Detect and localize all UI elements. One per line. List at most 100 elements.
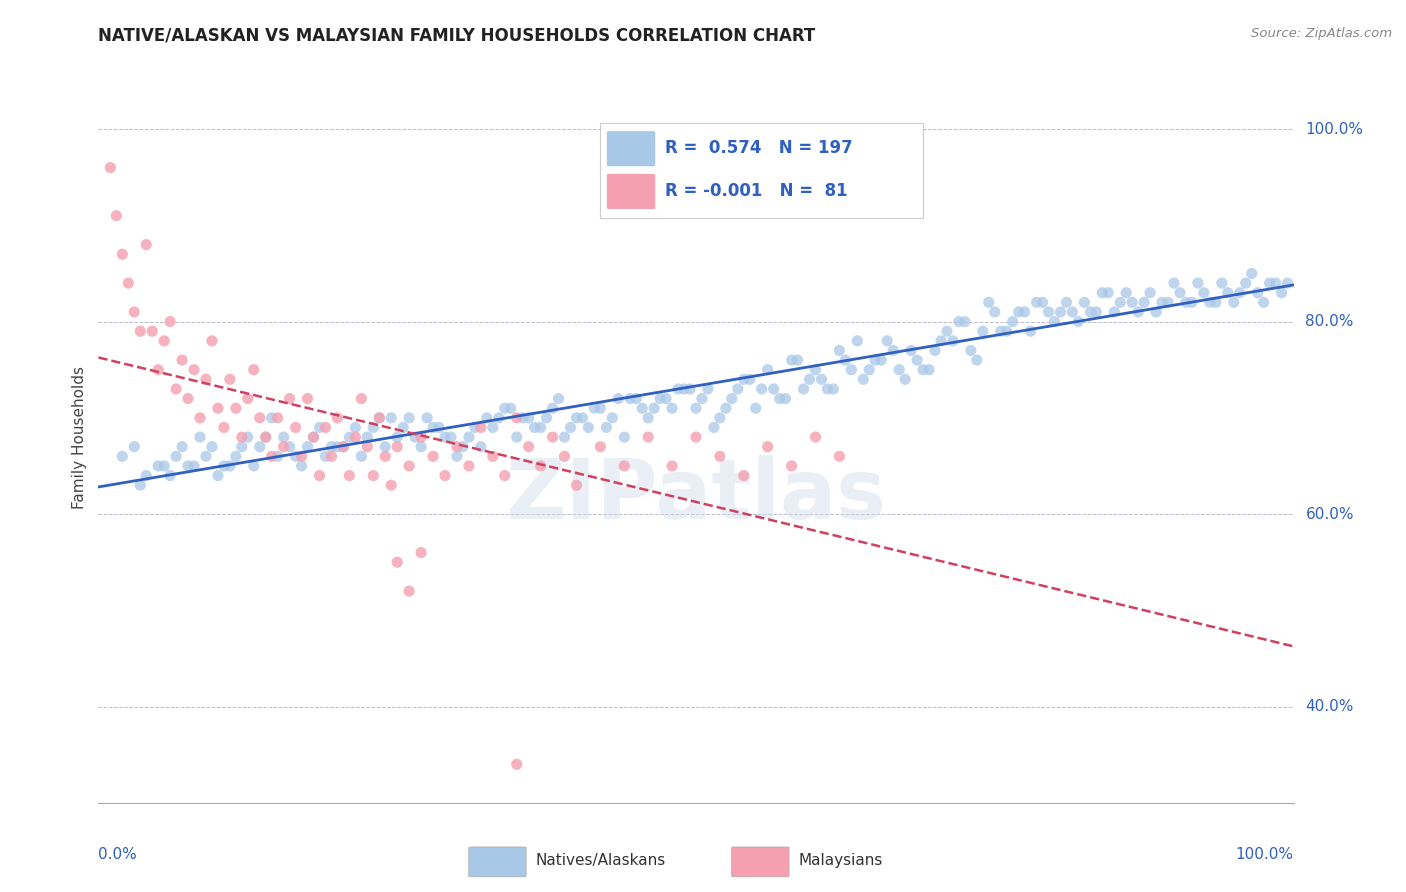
Point [337, 430, 360, 444]
Point [512, 410, 534, 425]
Text: Source: ZipAtlas.com: Source: ZipAtlas.com [1251, 27, 1392, 40]
Point [685, 430, 707, 444]
Point [398, 584, 420, 599]
Point [1198, 295, 1220, 310]
Point [124, 305, 146, 319]
Point [600, 410, 623, 425]
Point [1121, 295, 1143, 310]
Point [1025, 295, 1047, 310]
Point [1032, 295, 1054, 310]
Point [297, 392, 319, 406]
Point [804, 362, 827, 376]
Point [733, 468, 755, 483]
Point [332, 440, 354, 454]
Point [1128, 305, 1150, 319]
Point [225, 401, 247, 416]
Point [1175, 295, 1198, 310]
Point [697, 382, 720, 396]
Point [506, 757, 529, 772]
Point [111, 450, 134, 464]
Point [225, 450, 247, 464]
Point [273, 440, 295, 454]
Point [576, 420, 599, 434]
Point [212, 420, 235, 434]
Point [690, 392, 713, 406]
Point [839, 362, 862, 376]
Point [422, 420, 444, 434]
Point [242, 362, 264, 376]
Point [398, 458, 420, 473]
Point [751, 382, 773, 396]
Point [1144, 305, 1167, 319]
Point [1049, 305, 1071, 319]
Point [1102, 305, 1125, 319]
Point [1163, 276, 1185, 290]
Point [1054, 295, 1078, 310]
Point [977, 295, 1000, 310]
Point [457, 458, 479, 473]
Point [613, 430, 636, 444]
Point [488, 410, 510, 425]
Point [1181, 295, 1204, 310]
Point [1271, 285, 1294, 300]
Point [148, 362, 170, 376]
Point [828, 343, 851, 358]
Point [201, 440, 224, 454]
Point [446, 440, 468, 454]
Point [344, 420, 367, 434]
Point [427, 420, 450, 434]
Point [308, 468, 330, 483]
FancyBboxPatch shape [607, 131, 655, 166]
Point [194, 372, 217, 386]
Point [385, 555, 409, 569]
Point [380, 410, 402, 425]
Text: 40.0%: 40.0% [1305, 699, 1354, 714]
Point [356, 430, 378, 444]
Point [661, 401, 683, 416]
Point [374, 450, 396, 464]
Point [589, 440, 612, 454]
Point [834, 353, 856, 368]
Point [1085, 305, 1108, 319]
Point [153, 458, 176, 473]
Point [780, 353, 803, 368]
Point [571, 410, 593, 425]
Point [1067, 315, 1090, 329]
Point [350, 450, 373, 464]
Point [756, 440, 779, 454]
Point [637, 430, 659, 444]
Point [1246, 285, 1268, 300]
Point [1205, 295, 1227, 310]
Point [1211, 276, 1233, 290]
Point [565, 410, 588, 425]
Point [188, 430, 211, 444]
Point [398, 410, 420, 425]
Point [870, 353, 893, 368]
Point [207, 401, 229, 416]
Point [846, 334, 869, 348]
Point [499, 401, 522, 416]
Point [852, 372, 875, 386]
Point [905, 353, 928, 368]
Point [326, 410, 349, 425]
Point [344, 430, 367, 444]
Text: R = -0.001   N =  81: R = -0.001 N = 81 [665, 182, 848, 200]
Point [506, 430, 529, 444]
Point [141, 324, 163, 338]
Point [219, 372, 242, 386]
Point [212, 458, 235, 473]
Point [416, 410, 439, 425]
Point [607, 392, 630, 406]
Point [236, 430, 259, 444]
Point [302, 430, 325, 444]
Point [894, 372, 917, 386]
Point [129, 324, 152, 338]
Point [541, 430, 564, 444]
Point [159, 315, 181, 329]
Point [517, 410, 540, 425]
Text: 100.0%: 100.0% [1236, 847, 1294, 862]
Point [793, 382, 815, 396]
Point [709, 410, 731, 425]
Point [177, 458, 200, 473]
Point [523, 420, 546, 434]
